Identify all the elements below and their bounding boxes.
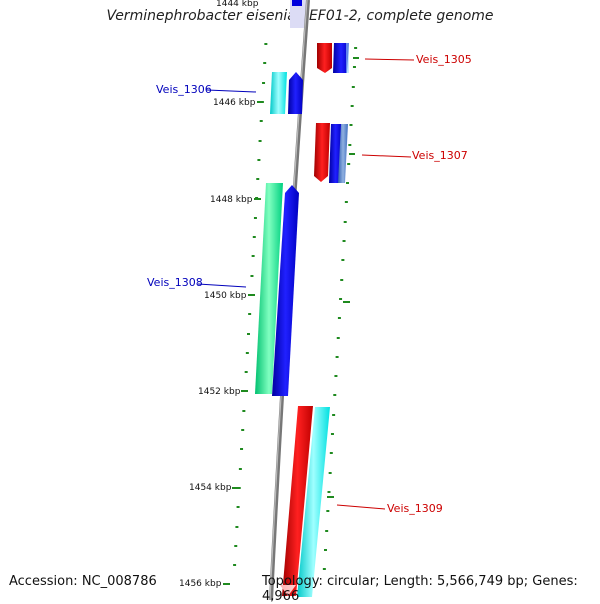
kbp-label: 1444 kbp: [216, 0, 259, 9]
kbp-label: 1448 kbp: [210, 195, 253, 205]
gene-veis-1306[interactable]: [270, 72, 303, 114]
kbp-label: 1452 kbp: [198, 387, 241, 397]
kbp-label: 1450 kbp: [204, 291, 247, 301]
major-ticks: [223, 57, 359, 585]
gene-veis-1309[interactable]: [280, 406, 330, 597]
kbp-label: 1456 kbp: [179, 579, 222, 589]
top-remnant: [290, 0, 308, 28]
leader-veis-1307: [361, 154, 412, 158]
gene-veis-1307[interactable]: [314, 123, 348, 183]
gene-veis-1305[interactable]: [317, 43, 349, 73]
leader-veis-1309: [336, 504, 386, 510]
gene-label-veis-1306[interactable]: Veis_1306: [156, 83, 212, 96]
gene-sliver: [292, 0, 302, 6]
kbp-label: 1446 kbp: [213, 98, 256, 108]
accession-text: Accession: NC_008786: [9, 574, 157, 589]
gene-veis-1308[interactable]: [255, 183, 299, 396]
gene-label-veis-1305[interactable]: Veis_1305: [416, 53, 472, 66]
gene-label-veis-1309[interactable]: Veis_1309: [387, 502, 443, 515]
leader-veis-1306: [206, 89, 257, 93]
leader-veis-1308: [197, 283, 247, 288]
leader-veis-1305: [364, 58, 415, 61]
gene-label-veis-1308[interactable]: Veis_1308: [147, 276, 203, 289]
gene-label-veis-1307[interactable]: Veis_1307: [412, 149, 468, 162]
kbp-label: 1454 kbp: [189, 483, 232, 493]
